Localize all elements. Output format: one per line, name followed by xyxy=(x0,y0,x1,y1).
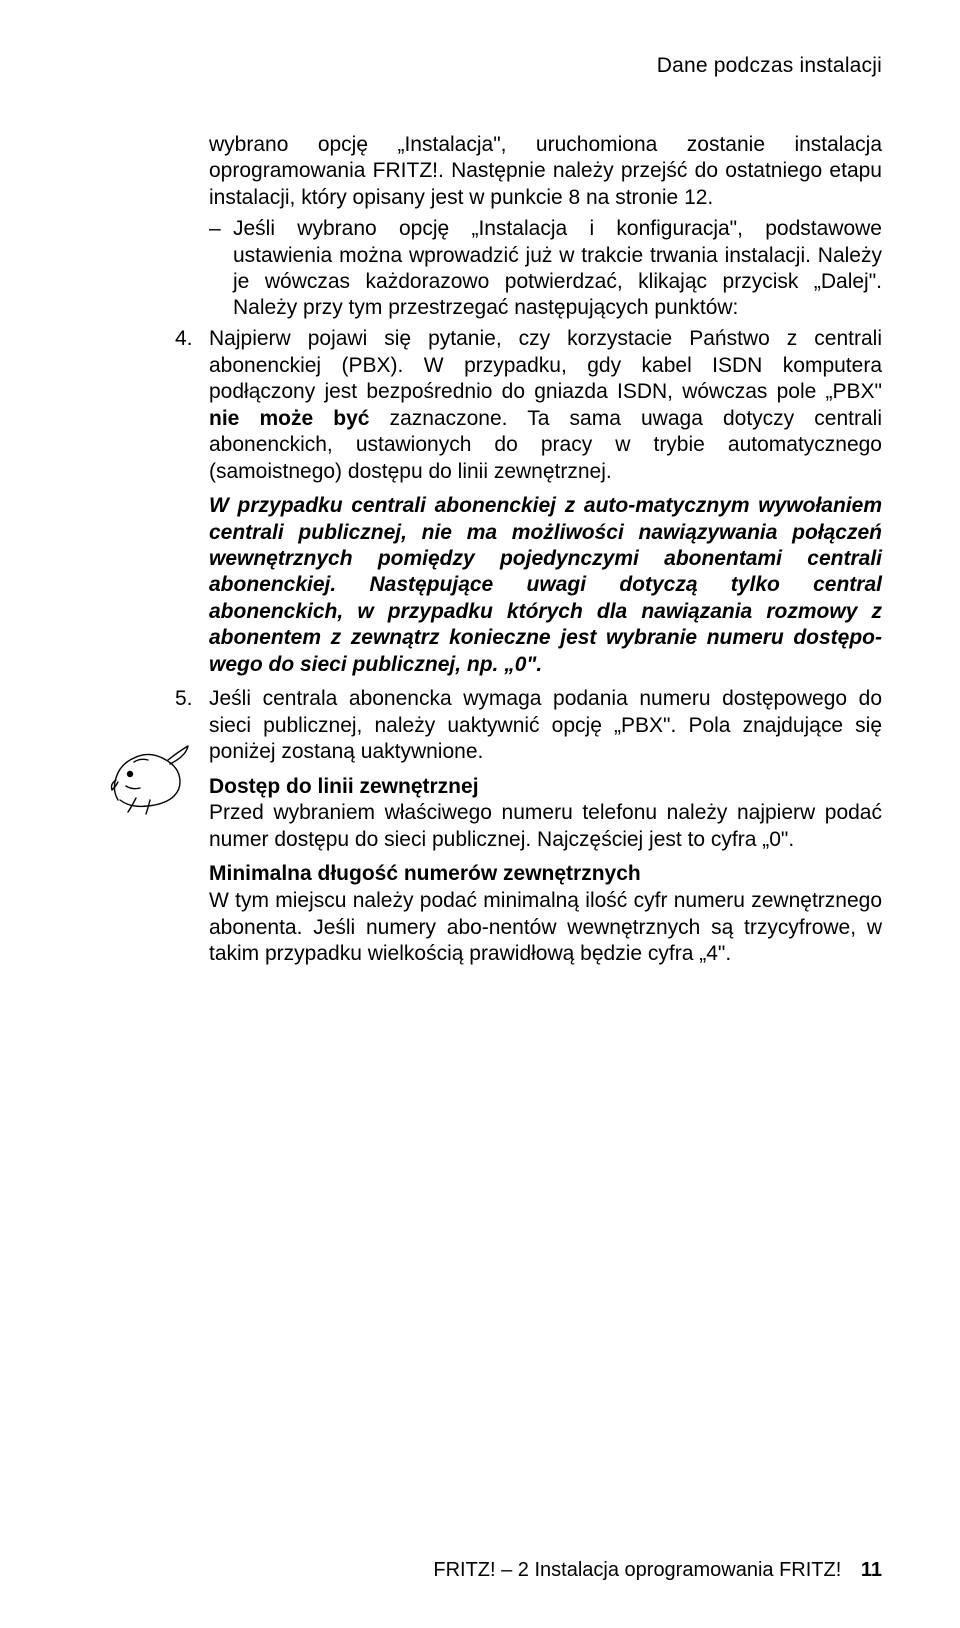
item4-bold: nie może być xyxy=(209,407,369,430)
list-item-4: 4. Najpierw pojawi się pytanie, czy korz… xyxy=(175,326,882,485)
item-number-5: 5. xyxy=(175,686,193,712)
footer-text: FRITZ! – 2 Instalacja oprogramowania FRI… xyxy=(433,1559,841,1581)
intro-paragraph: wybrano opcję „Instalacja", uruchomiona … xyxy=(209,132,882,211)
list-item-5: 5. Jeśli centrala abonencka wymaga podan… xyxy=(175,686,882,765)
item4-text-a: Najpierw pojawi się pytanie, czy korzyst… xyxy=(209,327,882,403)
note-italic-block: W przypadku centrali abonenckiej z auto-… xyxy=(209,493,882,678)
running-header: Dane podczas instalacji xyxy=(115,54,882,78)
sub2-body: W tym miejscu należy podać minimalną ilo… xyxy=(209,888,882,967)
dash-item-config: Jeśli wybrano opcję „Instalacja i konfig… xyxy=(209,216,882,321)
item-number-4: 4. xyxy=(175,326,193,352)
page-footer: FRITZ! – 2 Instalacja oprogramowania FRI… xyxy=(433,1559,882,1582)
subheading-min-length: Minimalna długość numerów zewnętrznych xyxy=(209,861,882,888)
page-number: 11 xyxy=(861,1559,882,1581)
item5-text: Jeśli centrala abonencka wymaga podania … xyxy=(209,687,882,763)
subheading-external-line: Dostęp do linii zewnętrznej xyxy=(209,774,882,801)
mascot-icon xyxy=(108,740,192,816)
sub1-body: Przed wybraniem właściwego numeru telefo… xyxy=(209,800,882,853)
